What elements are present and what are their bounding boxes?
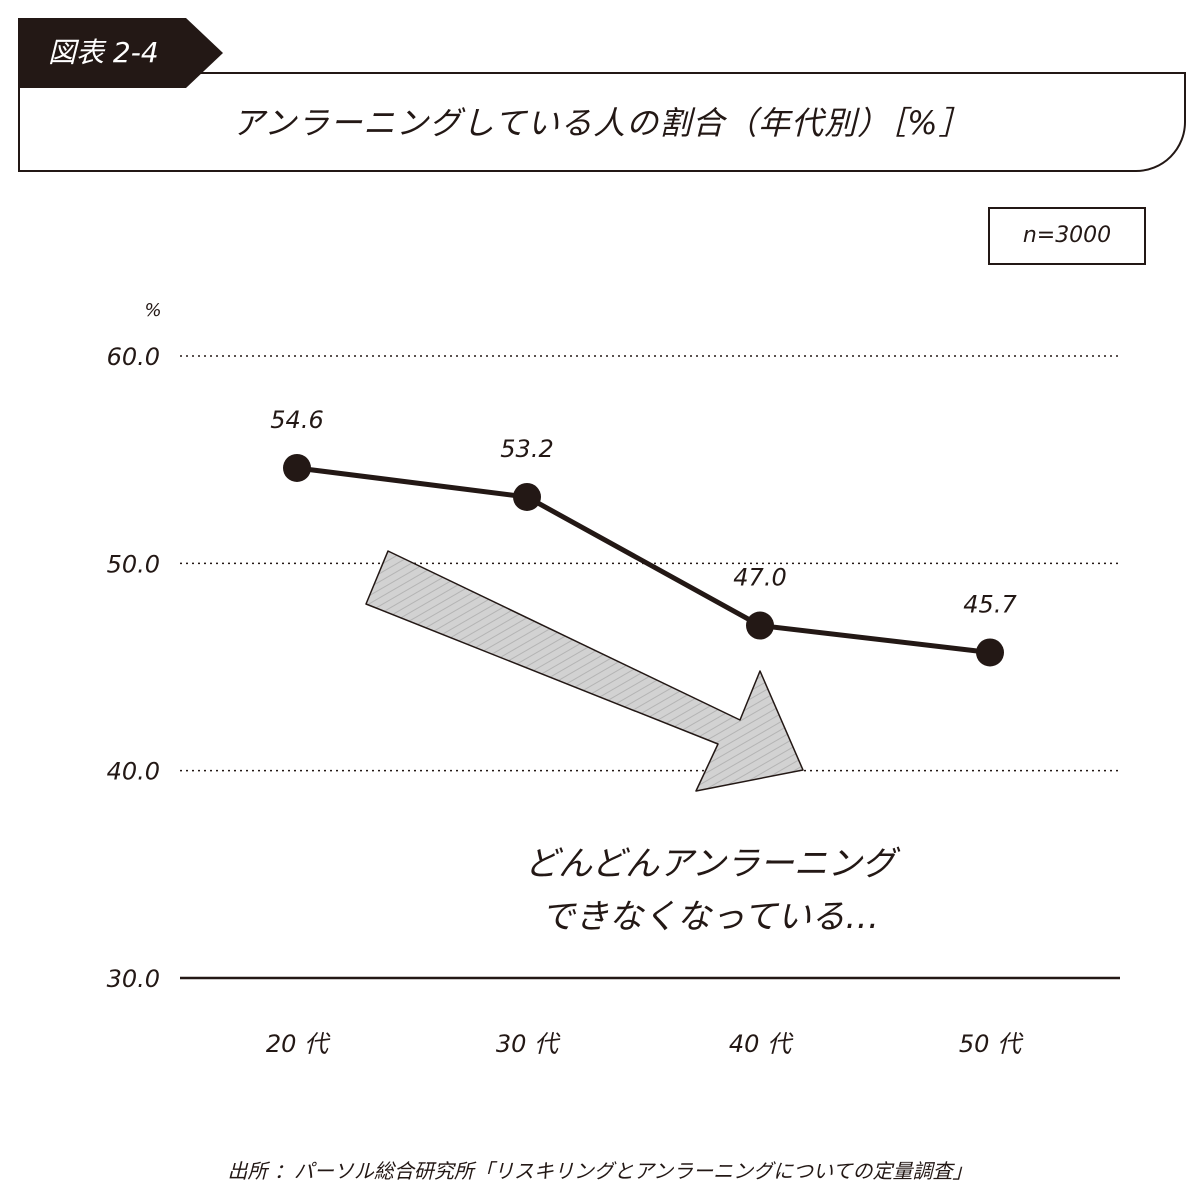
annotation-line-1: どんどんアンラーニング xyxy=(524,844,901,884)
sample-size-badge: n=3000 xyxy=(988,207,1146,265)
data-label: 54.6 xyxy=(270,406,323,434)
y-axis-unit: % xyxy=(144,300,161,321)
figure-label: 図表 2-4 xyxy=(18,18,223,88)
x-category-label: 40 代 xyxy=(729,1030,794,1058)
data-label: 47.0 xyxy=(733,564,786,592)
x-category-label: 30 代 xyxy=(496,1030,561,1058)
x-category-label: 50 代 xyxy=(959,1030,1024,1058)
x-category-labels: 20 代 30 代 40 代 50 代 xyxy=(266,1030,1024,1058)
y-tick-label: 40.0 xyxy=(107,758,160,786)
data-labels: 54.6 53.2 47.0 45.7 xyxy=(270,406,1017,619)
data-label: 53.2 xyxy=(500,435,553,463)
series-line xyxy=(294,465,993,655)
source-note: 出所 ：パーソル総合研究所「リスキリングとアンラーニングについての定量調査」 xyxy=(227,1159,973,1183)
data-point xyxy=(976,638,1004,667)
annotation-line-2: できなくなっている… xyxy=(541,897,879,937)
y-tick-labels: 30.0 40.0 50.0 60.0 xyxy=(107,343,160,993)
data-label: 45.7 xyxy=(963,590,1017,618)
data-point xyxy=(513,482,541,511)
y-tick-label: 50.0 xyxy=(107,550,160,578)
x-category-label: 20 代 xyxy=(266,1030,331,1058)
data-point xyxy=(283,453,311,482)
gridlines xyxy=(180,355,1120,980)
y-tick-label: 30.0 xyxy=(107,965,160,993)
downward-trend-arrow xyxy=(365,550,804,792)
title-frame xyxy=(18,72,1186,172)
y-tick-label: 60.0 xyxy=(107,343,160,371)
data-point xyxy=(746,611,774,640)
chart-title: アンラーニングしている人の割合（年代別）［%］ xyxy=(232,104,972,142)
data-points xyxy=(283,453,1004,667)
series-line-path xyxy=(294,465,993,655)
